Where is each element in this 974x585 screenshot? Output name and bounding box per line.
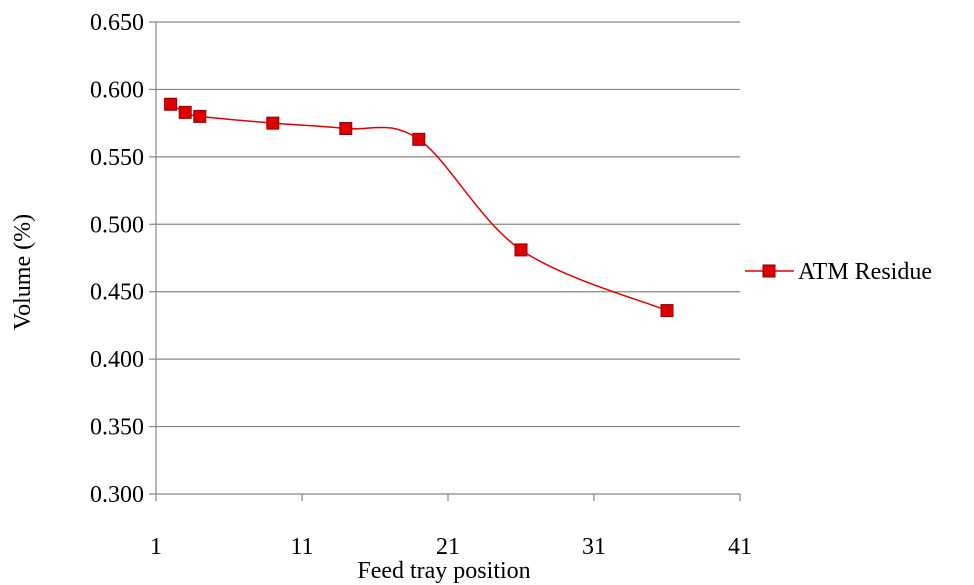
- y-tick-labels: 0.300 0.350 0.400 0.450 0.500 0.550 0.600 0.650: [90, 10, 144, 508]
- x-tick-label: 31: [582, 534, 606, 560]
- x-tick-label: 41: [728, 534, 752, 560]
- series-layer: [164, 97, 674, 318]
- y-tick-label: 0.550: [90, 145, 144, 171]
- y-tick-label: 0.650: [90, 10, 144, 36]
- y-tick-label: 0.350: [90, 415, 144, 441]
- y-tick-label: 0.300: [90, 482, 144, 508]
- x-tick-labels: 1 11 21 31 41: [150, 534, 752, 560]
- data-point-marker: [514, 243, 528, 257]
- y-axis-title: Volume (%): [10, 214, 36, 330]
- x-tick-label: 21: [436, 534, 460, 560]
- legend: ATM Residue: [745, 259, 932, 285]
- legend-label: ATM Residue: [798, 259, 932, 285]
- data-point-marker: [660, 304, 674, 318]
- y-tick-label: 0.500: [90, 212, 144, 238]
- y-tick-label: 0.450: [90, 280, 144, 306]
- y-tick-label: 0.400: [90, 347, 144, 373]
- axes: [149, 21, 741, 501]
- data-point-marker: [266, 116, 280, 130]
- x-tick-label: 1: [150, 534, 162, 560]
- data-point-marker: [164, 97, 178, 111]
- legend-marker: [762, 264, 776, 278]
- y-tick-label: 0.600: [90, 77, 144, 103]
- data-point-marker: [193, 109, 207, 123]
- gridlines: [156, 21, 740, 428]
- x-axis-title: Feed tray position: [357, 558, 530, 584]
- data-point-marker: [412, 132, 426, 146]
- data-point-marker: [339, 122, 353, 136]
- data-point-marker: [178, 105, 192, 119]
- x-tick-label: 11: [290, 534, 313, 560]
